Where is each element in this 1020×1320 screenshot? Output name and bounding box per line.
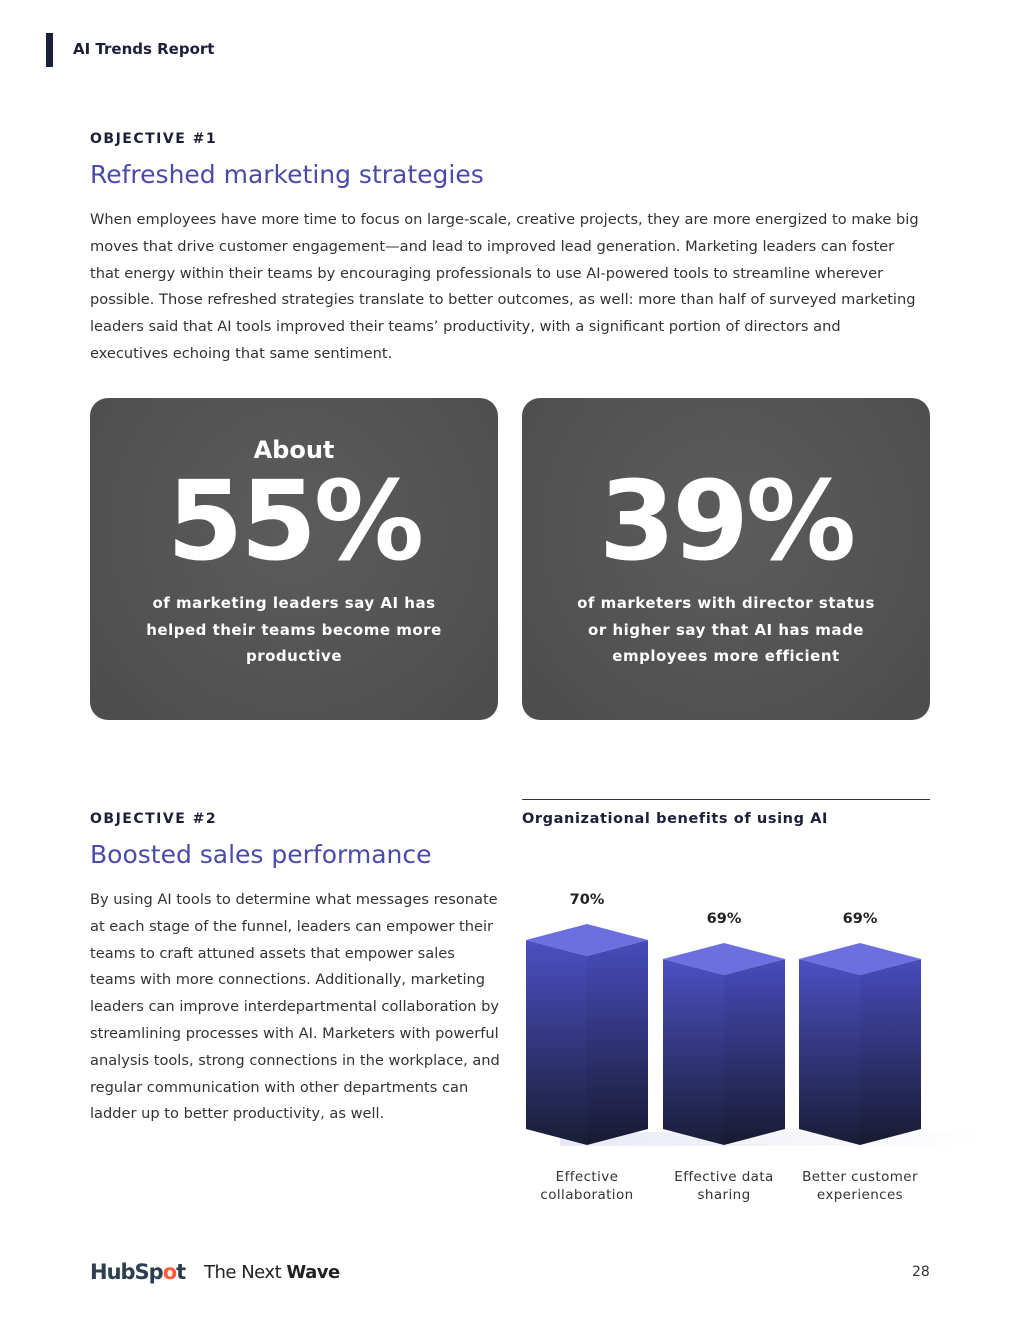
section-body: When employees have more time to focus o…: [90, 211, 919, 362]
bar-top-face: [663, 943, 785, 975]
objective-label: OBJECTIVE #2: [90, 811, 218, 827]
objective-label: OBJECTIVE #1: [90, 131, 218, 147]
report-title: AI Trends Report: [73, 40, 215, 58]
chart-title: Organizational benefits of using AI: [522, 811, 829, 827]
bar-right-face: [587, 940, 648, 1145]
bar-top-face: [526, 924, 648, 956]
section-heading: Refreshed marketing strategies: [90, 160, 484, 189]
category-label: Effective collaboration: [540, 1169, 634, 1203]
stat-card: 39% of marketers with director status or…: [522, 398, 930, 720]
bar: [799, 943, 921, 1145]
category-label: Effective data sharing: [674, 1169, 774, 1203]
next-wave-logo: The Next Wave: [204, 1262, 340, 1283]
stat-caption: of marketers with director status or hig…: [577, 594, 875, 665]
hubspot-logo: HubSpot: [90, 1260, 186, 1284]
stat-value: 55%: [166, 457, 424, 585]
bar-left-face: [663, 959, 724, 1145]
bar-right-face: [860, 959, 921, 1145]
category-label: Better customer experiences: [802, 1169, 918, 1203]
section-heading: Boosted sales performance: [90, 840, 432, 869]
header-accent-bar: [46, 33, 53, 67]
section-body: By using AI tools to determine what mess…: [90, 891, 500, 1123]
page-number: 28: [912, 1264, 930, 1280]
data-label: 69%: [842, 911, 878, 927]
bar: [526, 924, 648, 1145]
bar: [663, 943, 785, 1145]
stat-caption: of marketing leaders say AI has helped t…: [146, 594, 442, 665]
data-label: 70%: [569, 892, 605, 908]
chart-divider: [522, 799, 930, 800]
stat-value: 39%: [598, 457, 856, 585]
bar-right-face: [724, 959, 785, 1145]
bar-left-face: [526, 940, 587, 1145]
bar-top-face: [799, 943, 921, 975]
stat-prefix: About: [253, 436, 335, 464]
stat-card: About 55% of marketing leaders say AI ha…: [90, 398, 498, 720]
data-label: 69%: [706, 911, 742, 927]
bar-left-face: [799, 959, 860, 1145]
